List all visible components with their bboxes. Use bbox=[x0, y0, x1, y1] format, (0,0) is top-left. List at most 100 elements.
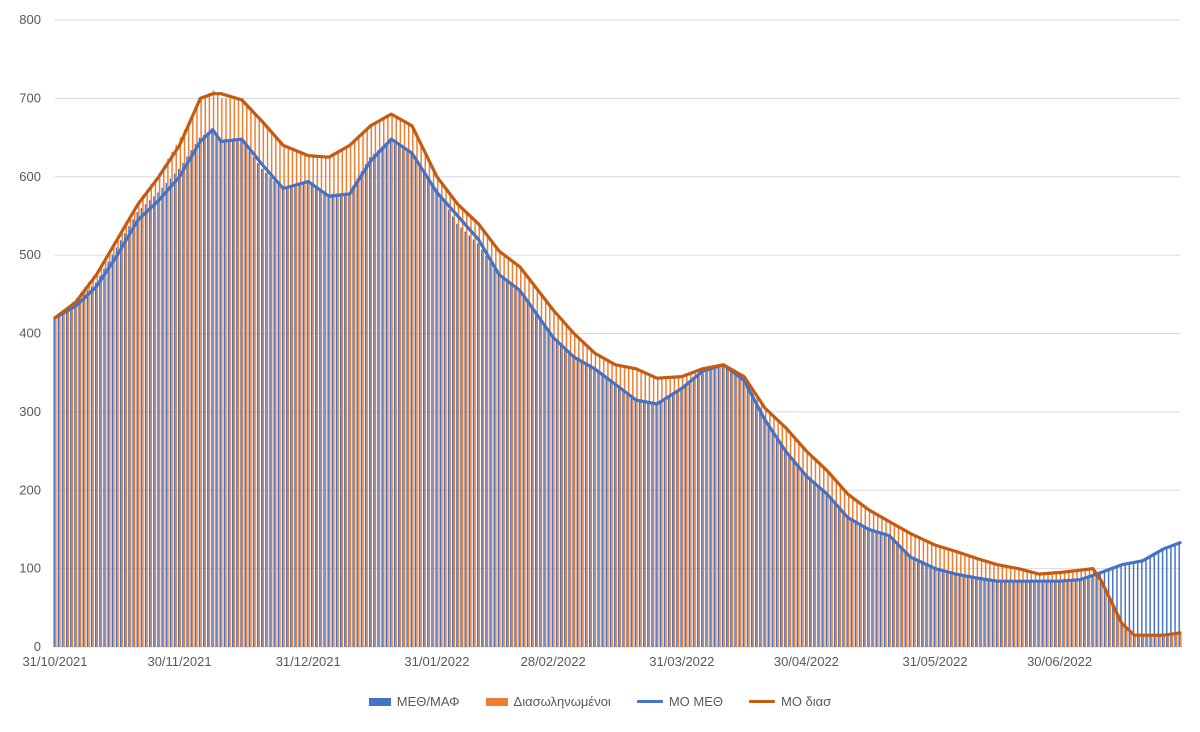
line-intubated-average bbox=[53, 92, 1182, 637]
bar-intubated bbox=[968, 555, 970, 647]
bar-intubated bbox=[901, 528, 904, 647]
bar-icu bbox=[111, 254, 114, 647]
bar-intubated bbox=[607, 360, 609, 647]
bar-icu bbox=[979, 578, 981, 647]
bar-intubated bbox=[270, 131, 273, 648]
bar-icu bbox=[1012, 581, 1014, 647]
bar-intubated bbox=[233, 98, 236, 647]
bar-icu bbox=[755, 404, 757, 647]
bar-intubated bbox=[993, 563, 995, 647]
bar-icu bbox=[1078, 580, 1081, 647]
bar-icu bbox=[730, 371, 732, 647]
legend-label-icu: ΜΕΘ/ΜΑΦ bbox=[396, 694, 460, 709]
bar-intubated bbox=[1014, 567, 1016, 647]
bar-intubated bbox=[557, 314, 559, 647]
bar-icu bbox=[1016, 581, 1019, 647]
x-tick-label: 30/04/2022 bbox=[774, 654, 839, 669]
bar-intubated bbox=[453, 198, 456, 647]
bar-intubated bbox=[627, 367, 630, 647]
bar-icu bbox=[248, 151, 251, 647]
bar-intubated bbox=[515, 263, 518, 647]
bar-intubated bbox=[1180, 632, 1182, 647]
bar-icu bbox=[265, 172, 267, 648]
bar-intubated bbox=[1051, 573, 1053, 647]
bar-intubated bbox=[673, 377, 676, 647]
bar-icu bbox=[115, 247, 118, 647]
bar-icu bbox=[74, 302, 76, 647]
bar-intubated bbox=[723, 366, 725, 647]
bar-icu bbox=[431, 182, 433, 648]
bar-icu bbox=[647, 402, 649, 647]
bar-intubated bbox=[163, 165, 165, 647]
bar-intubated bbox=[1097, 574, 1099, 647]
bar-icu bbox=[65, 308, 68, 647]
bar-intubated bbox=[989, 562, 991, 647]
bar-intubated bbox=[1163, 635, 1165, 647]
bar-intubated bbox=[304, 155, 306, 647]
bar-icu bbox=[526, 302, 529, 647]
bar-icu bbox=[792, 461, 794, 647]
bar-intubated bbox=[250, 107, 252, 647]
bar-icu bbox=[941, 570, 944, 647]
bar-intubated bbox=[939, 546, 941, 647]
bar-intubated bbox=[756, 395, 759, 647]
bar-intubated bbox=[889, 521, 891, 647]
bar-icu bbox=[900, 549, 902, 647]
bar-intubated bbox=[847, 494, 850, 647]
bar-icu bbox=[576, 359, 578, 647]
bar-icu bbox=[231, 139, 234, 647]
bar-intubated bbox=[586, 345, 588, 647]
bar-intubated bbox=[935, 545, 937, 647]
x-axis: 31/10/2021 30/11/2021 31/12/2021 31/01/2022… bbox=[22, 654, 1092, 669]
bar-icu bbox=[630, 396, 632, 647]
bar-icu bbox=[497, 274, 500, 647]
bar-icu bbox=[61, 311, 64, 647]
bar-icu bbox=[954, 574, 956, 647]
bar-intubated bbox=[316, 157, 319, 647]
bar-icu bbox=[435, 188, 437, 647]
bar-intubated bbox=[113, 242, 115, 647]
bar-intubated bbox=[594, 353, 597, 647]
bar-icu bbox=[825, 494, 828, 647]
bar-icu bbox=[447, 209, 450, 648]
bar-intubated bbox=[735, 372, 738, 647]
bar-intubated bbox=[1080, 570, 1082, 647]
bar-intubated bbox=[744, 376, 746, 647]
bar-intubated bbox=[449, 193, 451, 648]
bar-intubated bbox=[644, 372, 647, 647]
bar-intubated bbox=[976, 558, 979, 647]
bar-icu bbox=[813, 483, 815, 647]
bar-intubated bbox=[681, 376, 684, 647]
bar-icu bbox=[505, 280, 508, 647]
bar-icu bbox=[1053, 581, 1056, 647]
bar-intubated bbox=[690, 373, 692, 647]
bar-icu bbox=[103, 268, 105, 647]
bar-intubated bbox=[785, 427, 788, 647]
bar-intubated bbox=[358, 137, 360, 647]
bar-icu bbox=[460, 227, 462, 647]
bar-icu bbox=[721, 364, 724, 647]
bar-icu bbox=[547, 331, 549, 647]
bar-icu bbox=[933, 568, 936, 647]
bar-icu bbox=[1116, 566, 1118, 647]
bar-icu bbox=[1161, 549, 1164, 647]
bar-intubated bbox=[549, 304, 551, 647]
bar-icu bbox=[285, 187, 288, 648]
bar-intubated bbox=[1130, 631, 1132, 647]
y-tick-label: 100 bbox=[19, 561, 41, 576]
bar-intubated bbox=[183, 129, 186, 648]
bar-icu bbox=[738, 377, 740, 647]
bar-intubated bbox=[868, 509, 871, 647]
bar-icu bbox=[551, 337, 554, 647]
bar-icu bbox=[1149, 556, 1151, 647]
bar-intubated bbox=[964, 554, 966, 647]
bar-intubated bbox=[810, 454, 813, 647]
bar-icu bbox=[622, 390, 624, 647]
bar-icu bbox=[717, 366, 720, 647]
bar-icu bbox=[1136, 561, 1139, 647]
bar-intubated bbox=[345, 147, 348, 647]
bar-icu bbox=[124, 233, 126, 647]
x-tick-label: 31/03/2022 bbox=[649, 654, 714, 669]
bar-intubated bbox=[258, 117, 260, 647]
bar-intubated bbox=[524, 272, 526, 647]
